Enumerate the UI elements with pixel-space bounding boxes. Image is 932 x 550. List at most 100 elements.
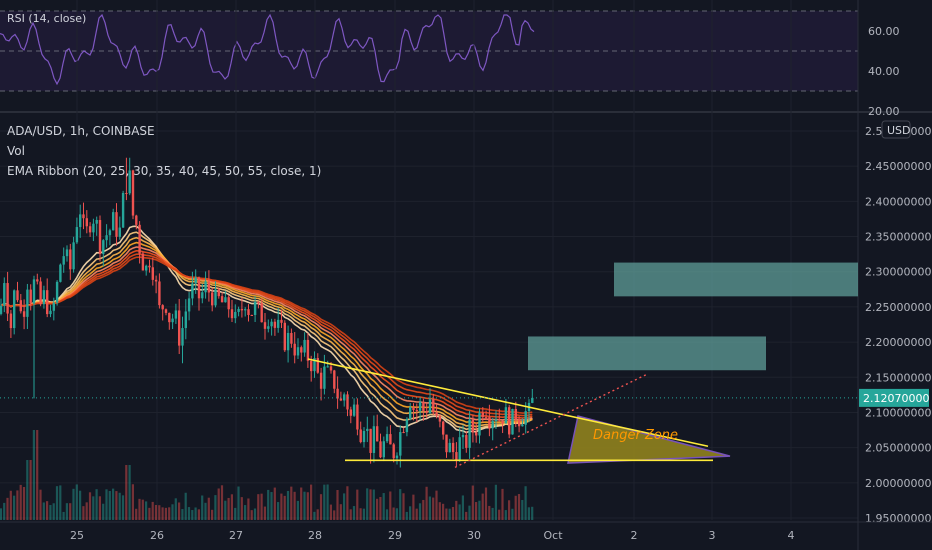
- candle-body: [508, 407, 511, 435]
- volume-bar: [39, 489, 42, 520]
- candle-body: [65, 249, 69, 257]
- volume-bar: [227, 497, 230, 520]
- candle-body: [445, 434, 448, 453]
- volume-bar: [250, 510, 253, 520]
- volume-bar: [313, 511, 316, 520]
- candle-body: [181, 328, 184, 346]
- drawings[interactable]: Danger Zone: [0, 262, 858, 468]
- volume-bar: [392, 507, 395, 520]
- volume-bar: [26, 460, 29, 520]
- price-tick-label: 2.00000000: [865, 477, 931, 490]
- candle-body: [59, 264, 62, 282]
- volume-bar: [511, 508, 514, 520]
- candle-body: [379, 441, 382, 458]
- volume-bar: [16, 490, 19, 520]
- candle-body: [395, 455, 399, 459]
- volume-bar: [461, 495, 464, 520]
- candle-body: [442, 421, 445, 435]
- candle-body: [62, 256, 65, 265]
- candle-body: [435, 412, 438, 416]
- candle-body: [3, 283, 6, 306]
- volume-bar: [448, 508, 451, 520]
- candle-body: [521, 424, 524, 427]
- volume-bar: [234, 507, 237, 520]
- volume-bar: [148, 507, 151, 520]
- candle-body: [329, 366, 333, 371]
- candle-body: [174, 310, 178, 319]
- volume-bar: [13, 495, 16, 520]
- volume-bar: [98, 496, 101, 520]
- time-tick-label: 25: [70, 529, 84, 542]
- candle-body: [168, 312, 171, 323]
- volume-bar: [349, 509, 352, 520]
- time-axis[interactable]: 25 26 27 28 29 30 Oct 2 3 4: [0, 521, 932, 542]
- candle-body: [326, 366, 329, 368]
- ema-ribbon-legend[interactable]: EMA Ribbon (20, 25, 30, 35, 40, 45, 50, …: [7, 164, 322, 178]
- candles: [0, 157, 534, 468]
- symbol-legend[interactable]: ADA/USD, 1h, COINBASE: [7, 124, 155, 138]
- volume-bar: [46, 501, 49, 520]
- candle-body: [491, 421, 494, 429]
- volume-bar: [273, 487, 276, 520]
- volume-bar: [277, 502, 280, 520]
- volume-bar: [174, 498, 177, 520]
- volume-bar: [366, 488, 369, 520]
- candle-body: [69, 249, 72, 270]
- price-axis[interactable]: 2.500000002.450000002.400000002.35000000…: [859, 120, 931, 525]
- candle-body: [102, 240, 105, 254]
- volume-bar: [102, 503, 105, 520]
- volume-bar: [9, 490, 12, 520]
- volume-bar: [214, 495, 217, 520]
- time-tick-label: 2: [631, 529, 638, 542]
- candle-body: [145, 265, 148, 271]
- currency-badge-label: USD: [887, 124, 911, 137]
- volume-bar: [69, 503, 72, 520]
- volume-bar: [230, 494, 233, 520]
- rsi-line: [0, 13, 535, 86]
- candle-body: [19, 300, 22, 312]
- candle-body: [399, 432, 402, 456]
- volume-bar: [95, 489, 98, 520]
- candle-body: [154, 279, 158, 282]
- candle-body: [85, 218, 88, 227]
- candle-body: [164, 309, 168, 313]
- candle-body: [158, 281, 161, 306]
- volume-bar: [465, 511, 468, 520]
- candle-body: [253, 301, 257, 315]
- volume-bar: [59, 485, 62, 520]
- candle-body: [230, 309, 234, 319]
- volume-bar: [438, 502, 441, 520]
- upper-trendline: [307, 358, 709, 448]
- volume-bar: [72, 488, 75, 520]
- candle-body: [201, 292, 204, 299]
- vol-legend[interactable]: Vol: [7, 144, 25, 158]
- volume-bar: [286, 490, 290, 520]
- volume-bar: [290, 486, 293, 520]
- candle-body: [214, 289, 217, 306]
- volume-bar: [356, 489, 359, 520]
- volume-bar: [247, 498, 250, 520]
- volume-bar: [220, 485, 224, 520]
- volume-bar: [382, 493, 385, 520]
- volume-bar: [455, 500, 458, 520]
- volume-bar: [362, 508, 365, 520]
- candle-body: [247, 309, 250, 315]
- volume-bar: [52, 503, 55, 520]
- volume-bar: [385, 509, 389, 520]
- candle-body: [333, 370, 336, 389]
- volume-bar: [158, 505, 161, 520]
- volume-bar: [131, 484, 134, 520]
- volume-bar: [508, 500, 511, 520]
- volume-bar: [504, 510, 507, 520]
- volume-bar: [85, 502, 88, 520]
- volume-bar: [270, 492, 273, 520]
- volume-bar: [112, 488, 115, 520]
- ema-line-55: [0, 256, 533, 414]
- candle-body: [280, 319, 283, 323]
- candle-body: [95, 219, 98, 224]
- candle-body: [501, 420, 504, 424]
- price-tick-label: 2.10000000: [865, 406, 931, 419]
- candle-body: [448, 442, 451, 453]
- candle-body: [273, 321, 277, 328]
